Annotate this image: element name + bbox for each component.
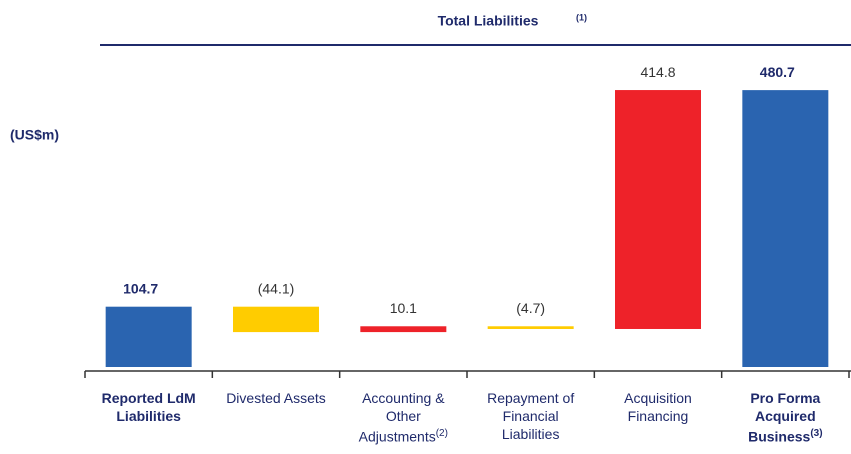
category-note: (3) [810, 428, 823, 439]
category-text: Pro Forma Acquired Business [748, 390, 821, 445]
x-tick-label: Reported LdM Liabilities [91, 389, 206, 425]
bar [615, 90, 701, 329]
x-tick-label: Accounting & Other Adjustments(2) [346, 389, 461, 446]
category-text: Accounting & Other Adjustments [358, 390, 445, 445]
category-text: Reported LdM Liabilities [101, 390, 196, 424]
x-tick-label: Repayment of Financial Liabilities [473, 389, 588, 443]
x-tick-label: Acquisition Financing [600, 389, 715, 425]
category-text: Acquisition Financing [624, 390, 692, 424]
bar [487, 326, 574, 329]
value-label: 414.8 [640, 64, 675, 80]
value-label: 10.1 [390, 300, 417, 316]
y-label: (US$m) [10, 127, 59, 143]
value-label: 104.7 [123, 280, 158, 296]
value-label: (4.7) [516, 300, 545, 316]
category-text: Repayment of Financial Liabilities [487, 390, 575, 442]
chart-title: Total Liabilities [438, 13, 539, 29]
value-label: 480.7 [760, 64, 795, 80]
bar [233, 306, 319, 333]
title-note: (1) [576, 12, 587, 22]
category-note: (2) [435, 428, 448, 439]
category-text: Divested Assets [226, 390, 326, 406]
bar [742, 90, 829, 368]
x-tick-label: Pro Forma Acquired Business(3) [728, 389, 843, 446]
x-tick-label: Divested Assets [218, 389, 333, 407]
value-label: (44.1) [258, 280, 295, 296]
bar [105, 306, 192, 367]
bar [360, 326, 447, 333]
